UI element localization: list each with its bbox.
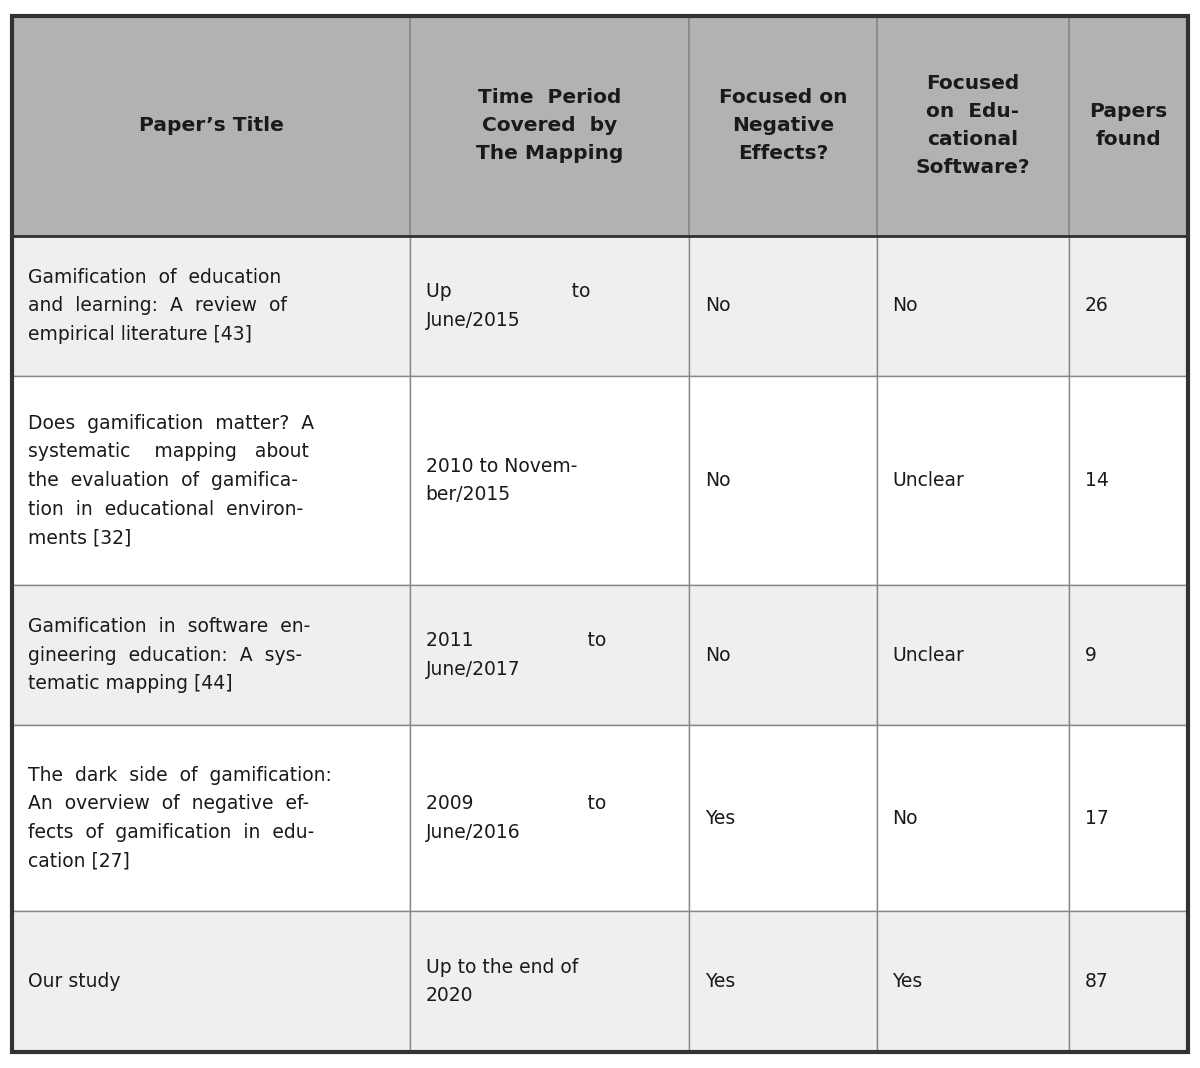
Bar	[12, 376, 410, 584]
Text: Our study: Our study	[28, 972, 120, 991]
Bar	[877, 911, 1069, 1052]
Text: Yes: Yes	[704, 808, 734, 828]
Bar	[689, 376, 877, 584]
Text: Unclear: Unclear	[893, 471, 965, 490]
Bar	[1069, 236, 1188, 376]
Bar	[1069, 725, 1188, 911]
Bar	[12, 16, 410, 236]
Text: Gamification  in  software  en-
gineering  education:  A  sys-
tematic mapping [: Gamification in software en- gineering e…	[28, 617, 310, 693]
Text: Yes: Yes	[893, 972, 923, 991]
Bar	[410, 236, 689, 376]
Text: Papers
found: Papers found	[1090, 103, 1168, 150]
Bar	[12, 911, 410, 1052]
Bar	[877, 16, 1069, 236]
Text: 9: 9	[1085, 645, 1097, 664]
Bar	[12, 236, 410, 376]
Bar	[410, 16, 689, 236]
Text: Focused on
Negative
Effects?: Focused on Negative Effects?	[719, 89, 847, 163]
Text: 17: 17	[1085, 808, 1109, 828]
Bar	[410, 725, 689, 911]
Bar	[1069, 376, 1188, 584]
Text: Does  gamification  matter?  A
systematic    mapping   about
the  evaluation  of: Does gamification matter? A systematic m…	[28, 413, 313, 548]
Bar	[877, 725, 1069, 911]
Text: 26: 26	[1085, 297, 1109, 315]
Bar	[410, 584, 689, 725]
Bar	[1069, 16, 1188, 236]
Bar	[1069, 584, 1188, 725]
Bar	[689, 584, 877, 725]
Bar	[689, 911, 877, 1052]
Text: No: No	[704, 297, 730, 315]
Text: Time  Period
Covered  by
The Mapping: Time Period Covered by The Mapping	[476, 89, 623, 163]
Text: No: No	[893, 297, 918, 315]
Bar	[877, 584, 1069, 725]
Text: 14: 14	[1085, 471, 1109, 490]
Text: No: No	[704, 645, 730, 664]
Bar	[410, 911, 689, 1052]
Text: Unclear: Unclear	[893, 645, 965, 664]
Text: 2009                   to
June/2016: 2009 to June/2016	[426, 795, 606, 843]
Bar	[12, 725, 410, 911]
Text: Focused
on  Edu-
cational
Software?: Focused on Edu- cational Software?	[916, 75, 1031, 177]
Text: No: No	[704, 471, 730, 490]
Bar	[689, 236, 877, 376]
Bar	[877, 236, 1069, 376]
Bar	[877, 376, 1069, 584]
Bar	[689, 725, 877, 911]
Text: 2010 to Novem-
ber/2015: 2010 to Novem- ber/2015	[426, 457, 577, 504]
Text: Up                    to
June/2015: Up to June/2015	[426, 282, 590, 330]
Bar	[410, 376, 689, 584]
Text: 87: 87	[1085, 972, 1109, 991]
Text: Yes: Yes	[704, 972, 734, 991]
Text: Up to the end of
2020: Up to the end of 2020	[426, 958, 577, 1005]
Text: 2011                   to
June/2017: 2011 to June/2017	[426, 631, 606, 679]
Text: Paper’s Title: Paper’s Title	[138, 116, 283, 136]
Text: Gamification  of  education
and  learning:  A  review  of
empirical literature [: Gamification of education and learning: …	[28, 268, 287, 344]
Bar	[12, 584, 410, 725]
Text: The  dark  side  of  gamification:
An  overview  of  negative  ef-
fects  of  ga: The dark side of gamification: An overvi…	[28, 766, 331, 870]
Bar	[689, 16, 877, 236]
Text: No: No	[893, 808, 918, 828]
Bar	[1069, 911, 1188, 1052]
